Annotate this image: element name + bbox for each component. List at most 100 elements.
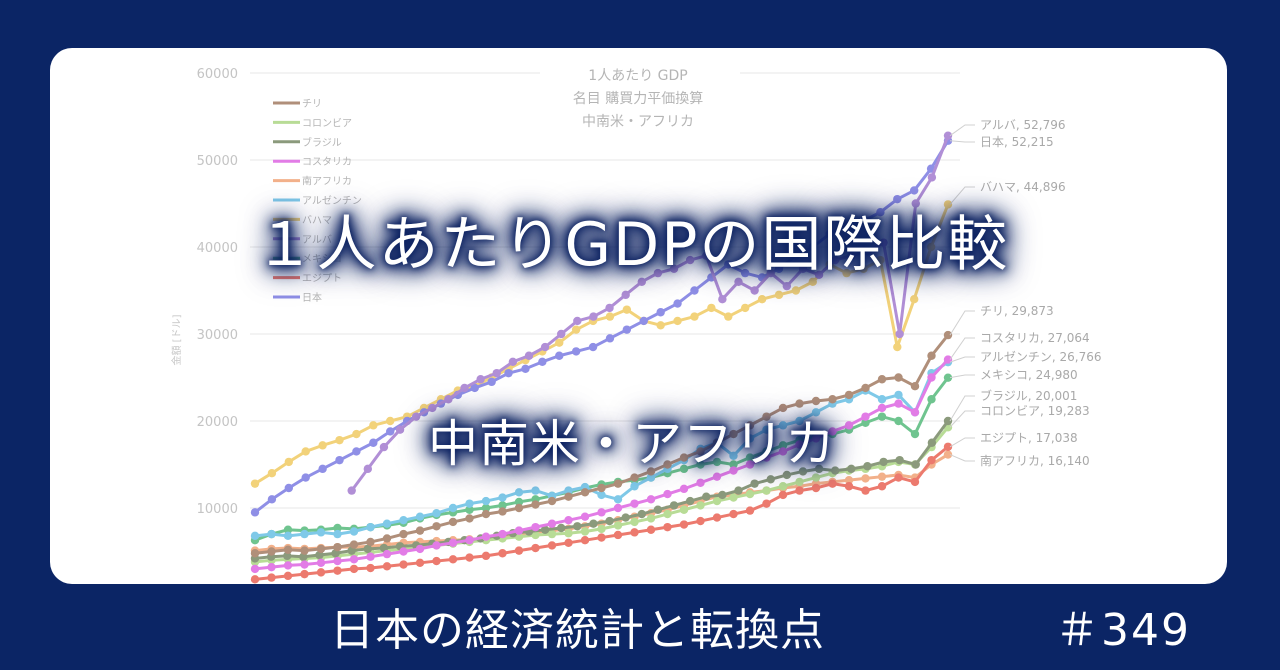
data-point <box>750 479 759 488</box>
data-point <box>894 473 903 482</box>
data-point <box>589 312 598 321</box>
data-point <box>646 473 656 482</box>
data-point <box>498 549 507 558</box>
data-point <box>861 412 870 421</box>
data-point <box>448 503 458 513</box>
legend-item: チリ <box>302 98 322 110</box>
data-point <box>580 535 590 545</box>
data-point <box>943 373 953 382</box>
data-point <box>745 434 755 443</box>
data-point <box>734 277 743 286</box>
data-point <box>580 512 590 521</box>
data-point <box>729 493 738 502</box>
data-point <box>844 390 854 400</box>
data-point <box>630 482 639 491</box>
data-point <box>673 299 682 308</box>
data-point <box>844 475 854 485</box>
data-point <box>702 492 711 501</box>
data-point <box>798 467 808 476</box>
data-point <box>622 325 632 334</box>
legend-item: 日本 <box>302 291 322 304</box>
data-point <box>588 342 598 352</box>
data-point <box>571 325 581 334</box>
data-point <box>386 427 395 436</box>
data-point <box>861 383 870 393</box>
data-point <box>301 473 310 482</box>
data-point <box>349 527 359 536</box>
data-point <box>745 453 755 462</box>
data-point <box>811 483 821 493</box>
data-point <box>825 229 834 239</box>
data-point <box>778 490 788 500</box>
data-point <box>415 558 425 568</box>
data-point <box>411 412 421 421</box>
data-point <box>724 260 733 269</box>
data-point <box>573 316 582 326</box>
data-point <box>877 395 887 404</box>
data-point <box>283 571 293 581</box>
data-point <box>778 421 788 430</box>
data-point <box>943 131 953 140</box>
data-point <box>910 382 920 391</box>
data-point <box>778 403 788 413</box>
data-point <box>877 472 887 481</box>
data-point <box>382 534 392 543</box>
data-point <box>333 542 342 552</box>
data-point <box>538 357 547 367</box>
data-point <box>877 412 887 421</box>
legend-item: 南アフリカ <box>302 175 352 188</box>
episode-number: ＃349 <box>1055 605 1191 656</box>
chart-title: 1人あたり GDP <box>588 68 687 84</box>
data-point <box>589 519 598 528</box>
data-point <box>745 489 755 499</box>
data-point <box>366 522 375 532</box>
data-point <box>316 568 326 577</box>
data-point <box>428 403 437 413</box>
data-point <box>778 441 788 450</box>
data-point <box>656 321 665 330</box>
data-point <box>555 351 564 360</box>
data-point <box>702 251 711 260</box>
data-point <box>621 513 630 522</box>
data-point <box>369 438 378 447</box>
chart-legend: チリコロンビアブラジルコスタリカ南アフリカアルゼンチンバハマアルバメキシコエジプ… <box>273 98 362 304</box>
data-point <box>646 514 656 523</box>
data-point <box>352 429 361 439</box>
data-point <box>597 490 606 500</box>
data-point <box>444 395 453 404</box>
data-point <box>791 251 801 260</box>
data-point <box>762 425 771 434</box>
data-point <box>547 519 557 528</box>
data-point <box>597 524 606 534</box>
data-point <box>432 509 441 518</box>
data-point <box>432 556 441 566</box>
data-point <box>386 416 395 426</box>
data-point <box>669 264 679 273</box>
data-point <box>679 505 689 514</box>
data-point <box>844 421 854 430</box>
data-point <box>352 447 361 456</box>
data-point <box>399 515 408 525</box>
data-point <box>712 472 722 481</box>
data-point <box>734 486 743 495</box>
data-point <box>679 464 689 474</box>
data-point <box>795 486 804 495</box>
data-point <box>926 242 936 252</box>
data-point <box>894 416 903 426</box>
data-point <box>555 338 564 347</box>
data-point <box>250 549 260 558</box>
data-point <box>580 488 590 497</box>
data-point <box>605 516 614 526</box>
legend-item: アルゼンチン <box>302 195 362 207</box>
data-point <box>729 466 738 475</box>
data-point <box>830 466 840 475</box>
data-point <box>762 486 771 495</box>
data-point <box>876 255 885 265</box>
data-point <box>879 457 888 467</box>
data-point <box>811 396 821 406</box>
data-point <box>927 373 936 382</box>
data-point <box>830 255 840 265</box>
data-point <box>481 496 491 506</box>
data-point <box>514 546 524 555</box>
data-point <box>335 455 344 465</box>
